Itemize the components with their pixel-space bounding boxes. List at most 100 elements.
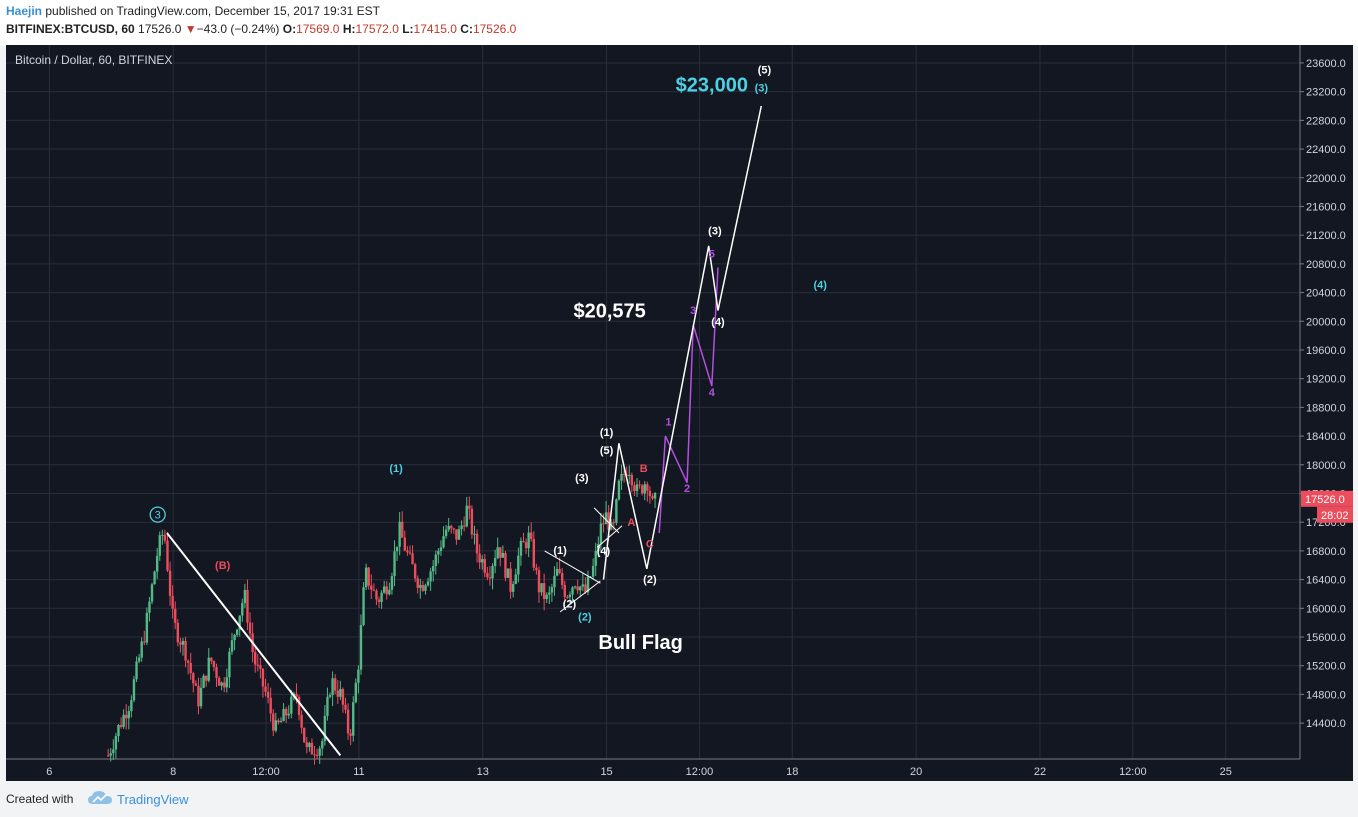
price-tick-label: 20800.0 <box>1306 259 1346 271</box>
candle-body <box>114 736 118 750</box>
candle-body <box>137 657 141 662</box>
low-label: L: <box>402 22 414 36</box>
candle-body <box>210 657 213 662</box>
candle-body <box>194 683 198 686</box>
wave-label: (4) <box>711 317 725 329</box>
candle-body <box>179 642 182 645</box>
candle-body <box>106 755 110 757</box>
candle-body <box>269 697 272 714</box>
candle-body <box>646 484 649 491</box>
candle-body <box>530 532 533 539</box>
flag-line <box>593 507 620 534</box>
candle-body <box>424 585 427 591</box>
candle-body <box>300 714 303 728</box>
tradingview-link[interactable]: TradingView <box>117 792 189 807</box>
candle-body <box>432 565 435 572</box>
candle-body <box>550 587 554 593</box>
candle-body <box>522 540 525 543</box>
wave-label: 5 <box>709 248 715 260</box>
price-tick-label: 20400.0 <box>1306 288 1346 300</box>
candle-body <box>548 592 551 595</box>
candle-body <box>184 640 187 661</box>
close-label: C: <box>460 22 473 36</box>
price-tick-label: 23200.0 <box>1306 87 1346 99</box>
candle-body <box>148 601 151 613</box>
candle-body <box>256 664 259 666</box>
candle-body <box>486 572 489 578</box>
high-label: H: <box>342 22 356 36</box>
candle-body <box>321 741 324 749</box>
candle-body <box>212 661 216 668</box>
candle-body <box>367 567 370 586</box>
wave-label: (4) <box>813 279 827 291</box>
candle-body <box>215 667 218 678</box>
price-chart[interactable]: 14400.0 14800.0 15200.0 15600.0 16000.0 16400… <box>6 45 1353 781</box>
tradingview-cloud-icon[interactable] <box>87 790 113 806</box>
candle-body <box>132 679 136 701</box>
candle-body <box>119 724 123 727</box>
candle-body <box>540 583 543 593</box>
candle-body <box>364 567 368 588</box>
candle-body <box>357 669 360 683</box>
grid-lines <box>6 45 1300 759</box>
candle-body <box>653 493 657 499</box>
candle-body <box>439 547 443 551</box>
candle-body <box>143 641 146 643</box>
candle-body <box>125 714 128 719</box>
candle-body <box>604 512 608 525</box>
wave-label: (3) <box>708 225 722 237</box>
candle-body <box>462 525 466 527</box>
time-tick-label: 12:00 <box>252 766 280 778</box>
publish-header: Haejin published on TradingView.com, Dec… <box>0 0 1358 46</box>
low-value: 17415.0 <box>413 22 457 36</box>
candle-body <box>532 538 536 568</box>
high-value: 17572.0 <box>355 22 399 36</box>
candle-body <box>566 596 569 598</box>
candles <box>106 464 657 765</box>
big-annotation: $23,000 <box>676 75 748 97</box>
white-wave-path <box>602 105 763 580</box>
wave-label: (5) <box>600 445 614 457</box>
candle-body <box>635 484 639 492</box>
candle-body <box>277 720 280 723</box>
author-link[interactable]: Haejin <box>6 4 43 18</box>
candle-body <box>339 689 342 697</box>
candle-body <box>349 733 352 736</box>
footer: Created with TradingView <box>0 781 1358 817</box>
candle-body <box>166 540 169 571</box>
candle-body <box>514 574 517 584</box>
price-tick-label: 21200.0 <box>1306 230 1346 242</box>
candle-body <box>426 581 430 586</box>
candle-body <box>331 678 334 695</box>
candle-body <box>385 586 388 595</box>
time-tick-label: 15 <box>600 766 612 778</box>
candle-body <box>473 533 476 535</box>
candle-body <box>633 485 636 492</box>
close-value: 17526.0 <box>472 22 517 36</box>
candle-body <box>352 702 355 736</box>
price-tick-label: 21600.0 <box>1306 201 1346 213</box>
candle-body <box>161 534 164 536</box>
time-tick-label: 25 <box>1220 766 1232 778</box>
price-tick-label: 14800.0 <box>1306 689 1346 701</box>
price-tick-label: 23600.0 <box>1306 58 1346 70</box>
price-tick-label: 22000.0 <box>1306 173 1346 185</box>
symbol-ohlc: BITFINEX:BTCUSD, 60 17526.0 ▼−43.0 (−0.2… <box>6 22 516 36</box>
candle-body <box>272 713 275 731</box>
wave-label: (3) <box>575 472 589 484</box>
flag-line <box>559 580 601 613</box>
candle-body <box>323 715 327 742</box>
candle-body <box>493 558 497 566</box>
candle-body <box>284 708 288 716</box>
candle-body <box>599 523 603 545</box>
candle-body <box>370 585 373 590</box>
wave-label: (4) <box>597 545 611 557</box>
candle-body <box>217 677 221 686</box>
chart-title: Bitcoin / Dollar, 60, BITFINEX <box>15 53 172 67</box>
chart-area[interactable]: 14400.0 14800.0 15200.0 15600.0 16000.0 16400… <box>6 45 1353 781</box>
candle-body <box>470 508 474 535</box>
candle-body <box>393 551 396 577</box>
time-tick-label: 20 <box>910 766 922 778</box>
purple-wave-path <box>658 267 719 534</box>
candle-body <box>563 584 566 597</box>
